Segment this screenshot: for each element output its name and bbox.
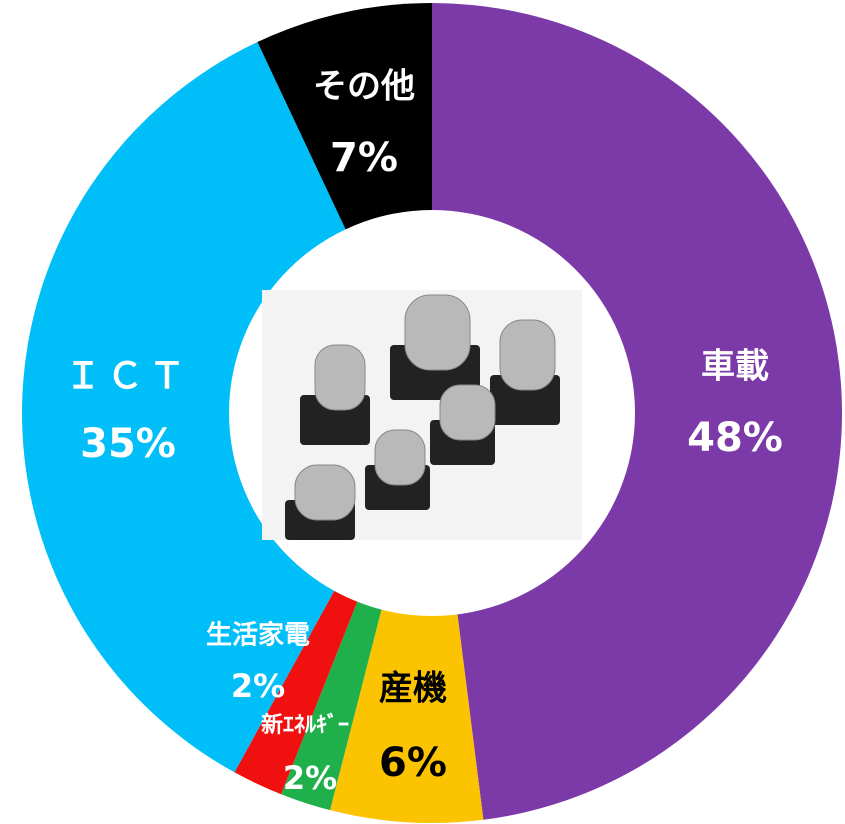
value-label: 6% [379,740,447,786]
labels: 車載 48% 産機 6% 新ｴﾈﾙｷﾞｰ 2% 生活家電 2% ＩＣＴ 35% その他 7% [65,67,783,798]
value-label: 35% [80,421,176,467]
slices [21,3,842,823]
slice-label: 産機 [379,669,447,709]
value-label: 48% [687,415,783,461]
slice [330,413,484,823]
value-label: 7% [330,135,398,181]
value-label: 2% [231,667,285,705]
value-label: 2% [283,759,337,797]
slice-label: 生活家電 [206,620,310,651]
slice [21,42,433,773]
slice-label: 車載 [701,347,769,387]
slice-label: ＩＣＴ [65,356,191,397]
slice [432,3,842,820]
center-photo [262,290,582,540]
slice-label: その他 [313,67,415,107]
slice-label: 新ｴﾈﾙｷﾞｰ [261,712,349,738]
